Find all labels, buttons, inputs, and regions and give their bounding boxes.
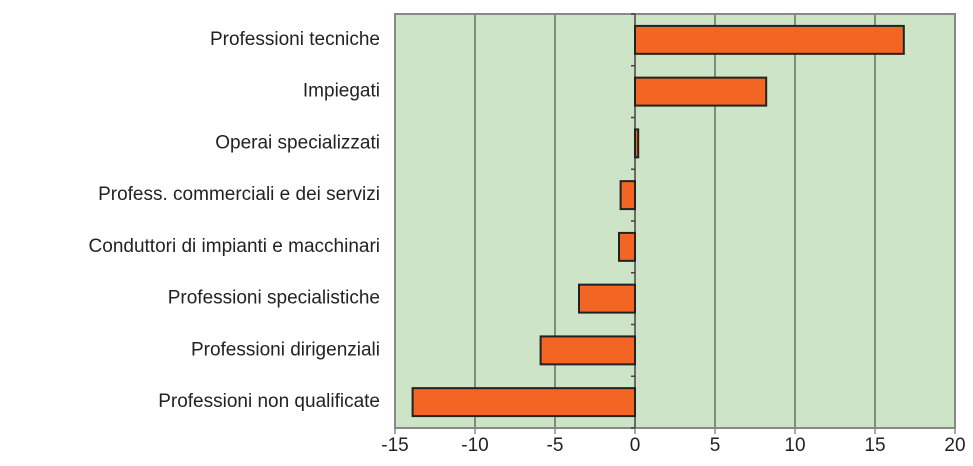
bar: [634, 24, 905, 55]
y-tick-label: Profess. commerciali e dei servizi: [98, 184, 380, 205]
bar: [618, 231, 636, 262]
x-tick-label: -15: [381, 435, 408, 456]
y-tick-label: Operai specializzati: [215, 132, 380, 153]
bar: [578, 283, 636, 314]
bar: [634, 76, 768, 107]
y-tick-label: Professioni non qualificate: [158, 391, 380, 412]
y-tick-label: Professioni tecniche: [210, 29, 380, 50]
x-tick-label: 15: [864, 435, 885, 456]
plot-area: [395, 14, 955, 428]
x-tick-label: -10: [461, 435, 488, 456]
bar: [411, 387, 636, 418]
plot-border: [394, 13, 956, 429]
x-tick-label: -5: [547, 435, 564, 456]
bar: [634, 128, 640, 159]
x-tick-label: 5: [710, 435, 721, 456]
y-tick-label: Conduttori di impianti e macchinari: [89, 236, 380, 257]
y-tick-label: Professioni dirigenziali: [191, 339, 380, 360]
y-tick-label: Impiegati: [303, 81, 380, 102]
bar: [539, 335, 636, 366]
x-tick-label: 10: [784, 435, 805, 456]
x-tick-label: 0: [630, 435, 641, 456]
y-tick-label: Professioni specialistiche: [168, 288, 380, 309]
bar: [619, 180, 636, 211]
x-tick-label: 20: [944, 435, 965, 456]
